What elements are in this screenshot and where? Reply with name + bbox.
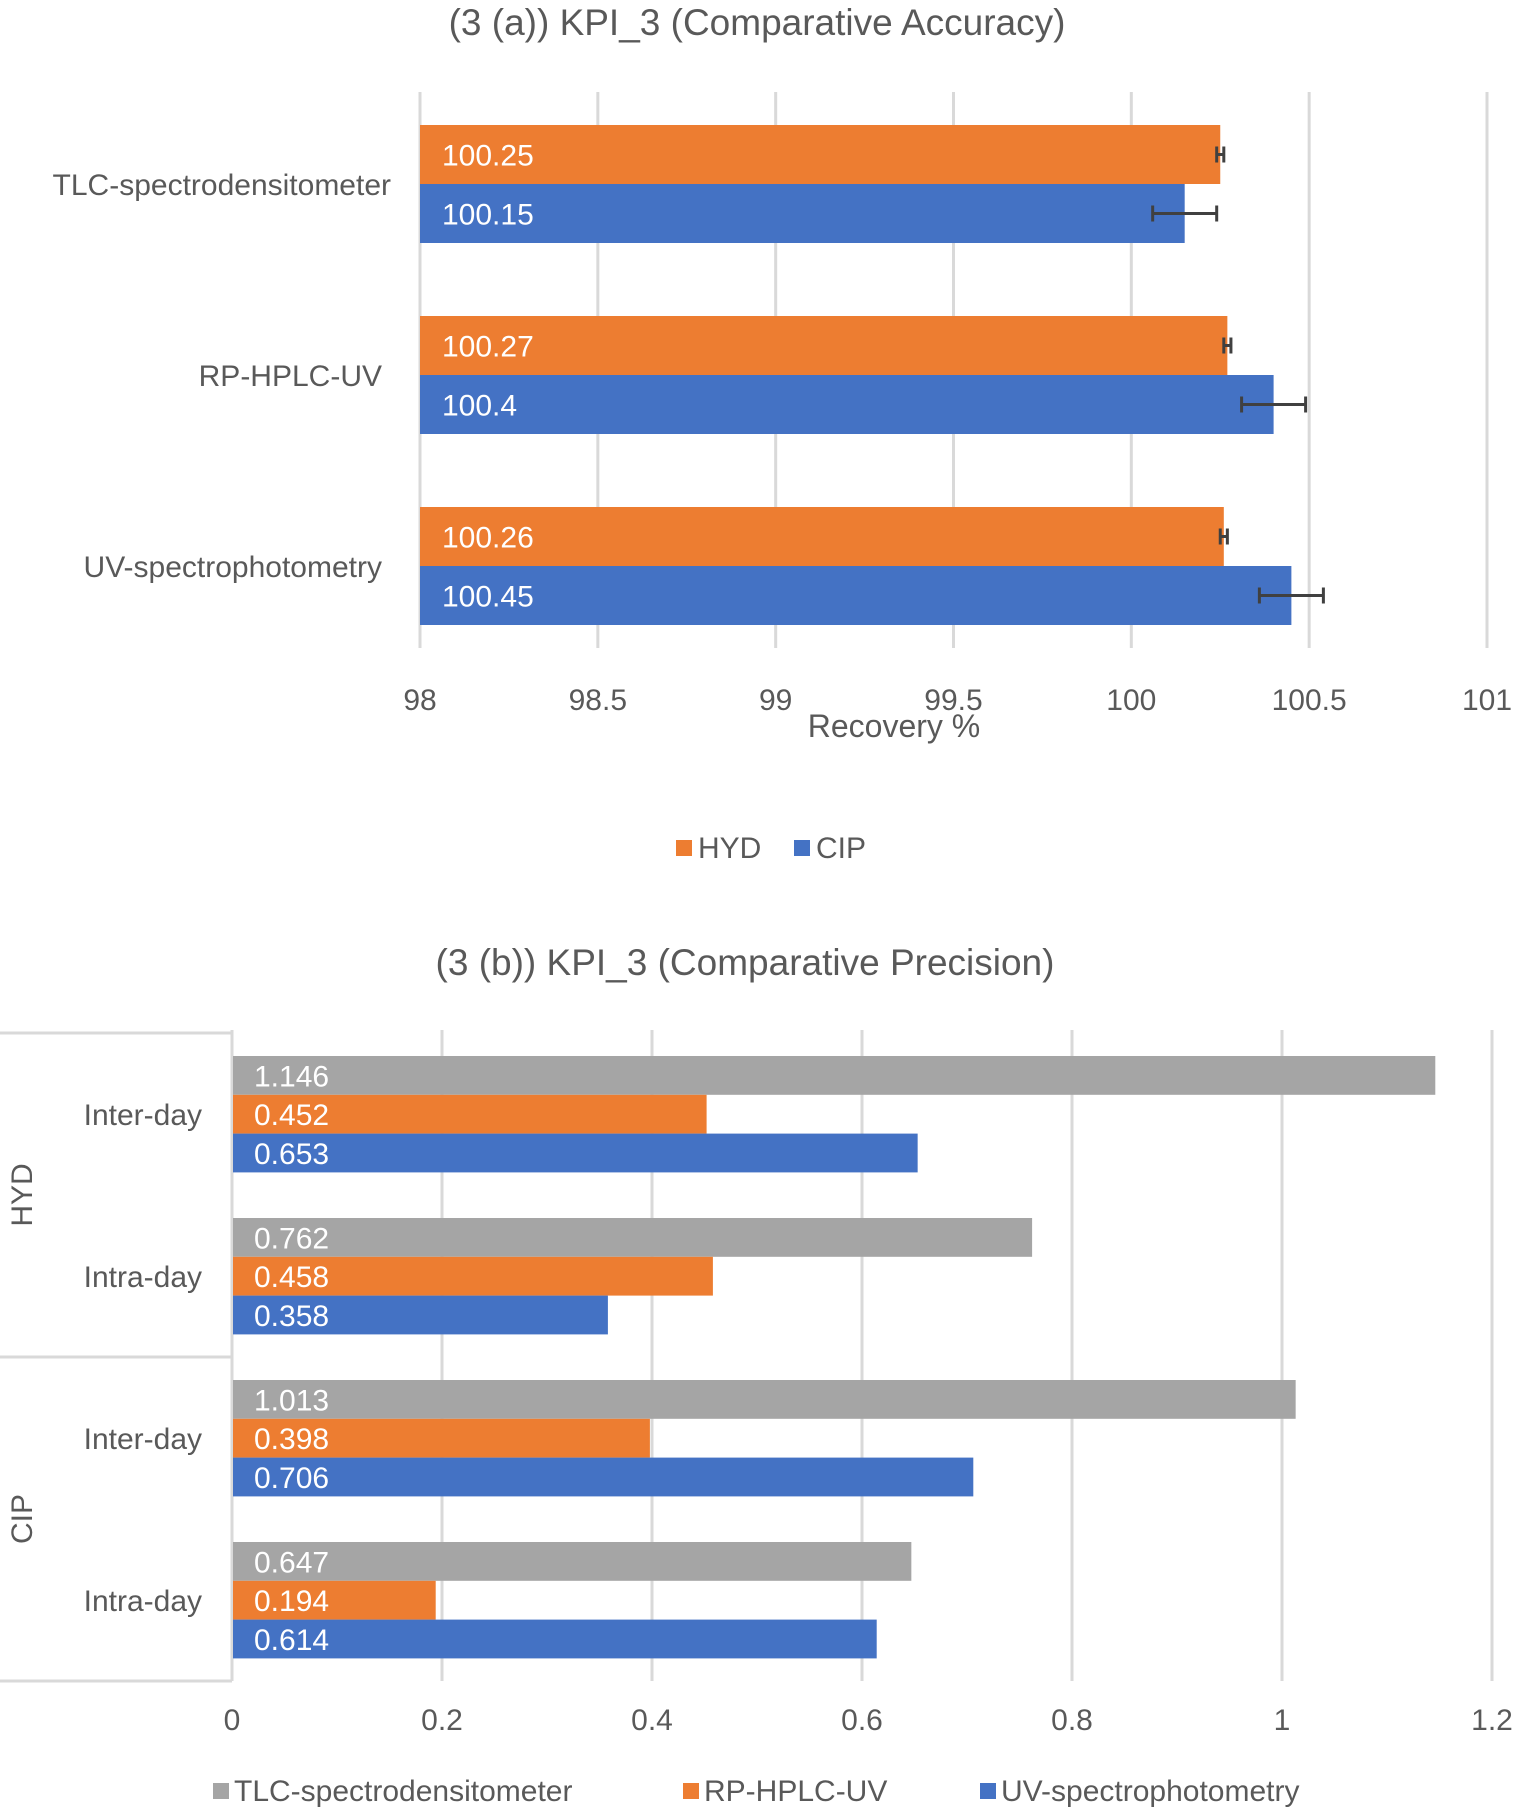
error-bar bbox=[1240, 396, 1308, 413]
category-label: Intra-day bbox=[84, 1585, 202, 1618]
chart-b-gridlines bbox=[0, 1030, 1494, 1683]
data-label: 100.4 bbox=[442, 390, 517, 423]
data-label: 100.15 bbox=[442, 199, 534, 232]
bar-series-1 bbox=[233, 1094, 707, 1134]
x-tick-label: 99.5 bbox=[924, 684, 982, 717]
legend-label: UV-spectrophotometry bbox=[1001, 1775, 1299, 1808]
x-tick-label: 99 bbox=[759, 684, 792, 717]
bar-hyd bbox=[420, 316, 1228, 375]
x-tick-label: 0.4 bbox=[631, 1704, 673, 1737]
data-label: 0.194 bbox=[254, 1585, 329, 1618]
x-tick-label: 98.5 bbox=[569, 684, 627, 717]
x-tick-label: 0.6 bbox=[841, 1704, 883, 1737]
bar-cip bbox=[420, 375, 1274, 434]
data-label: 100.26 bbox=[442, 522, 534, 555]
error-bar bbox=[1257, 587, 1325, 604]
legend-label: HYD bbox=[698, 832, 761, 865]
chart-b-title: (3 (b)) KPI_3 (Comparative Precision) bbox=[436, 942, 1055, 983]
bar-series-2 bbox=[233, 1133, 918, 1173]
legend-label: TLC-spectrodensitometer bbox=[234, 1775, 572, 1808]
legend-swatch-hyd bbox=[676, 840, 692, 856]
x-tick-label: 100.5 bbox=[1272, 684, 1347, 717]
x-tick-label: 0.2 bbox=[421, 1704, 463, 1737]
chart-a-bars: 100.25 100.15 100.27 100.4 100.26 100.45 bbox=[420, 125, 1325, 625]
chart-a-x-axis-title: Recovery % bbox=[808, 708, 981, 744]
group-label: HYD bbox=[6, 1163, 39, 1226]
error-bar bbox=[1222, 337, 1233, 354]
x-tick-label: 101 bbox=[1462, 684, 1512, 717]
bar-series-0 bbox=[233, 1542, 912, 1581]
chart-a-legend: HYD CIP bbox=[676, 832, 866, 865]
data-label: 1.146 bbox=[254, 1060, 329, 1093]
data-label: 100.27 bbox=[442, 331, 534, 364]
bar-series-1 bbox=[233, 1580, 436, 1620]
data-label: 0.706 bbox=[254, 1462, 329, 1495]
chart-b-tick-labels: 0 0.2 0.4 0.6 0.8 1 1.2 bbox=[224, 1704, 1513, 1737]
data-label: 100.45 bbox=[442, 581, 534, 614]
legend-swatch bbox=[213, 1783, 229, 1799]
legend-label: RP-HPLC-UV bbox=[704, 1775, 887, 1808]
bar-series-0 bbox=[233, 1218, 1033, 1257]
category-label: Intra-day bbox=[84, 1261, 202, 1294]
bar-series-2 bbox=[233, 1295, 608, 1335]
legend-swatch bbox=[683, 1783, 699, 1799]
data-label: 100.25 bbox=[442, 140, 534, 173]
chart-b-category-labels: HYD Inter-day Intra-day CIP Inter-day Intra-d… bbox=[6, 1099, 202, 1618]
legend-swatch-cip bbox=[794, 840, 810, 856]
chart-a-tick-labels: 98 98.5 99 99.5 100 100.5 101 bbox=[403, 684, 1512, 717]
category-label: Inter-day bbox=[84, 1099, 202, 1132]
chart-a-title: (3 (a)) KPI_3 (Comparative Accuracy) bbox=[449, 2, 1066, 43]
data-label: 1.013 bbox=[254, 1384, 329, 1417]
category-label: Inter-day bbox=[84, 1423, 202, 1456]
data-label: 0.614 bbox=[254, 1624, 329, 1657]
chart-a-category-labels: TLC-spectrodensitometer RP-HPLC-UV UV-spec… bbox=[53, 169, 391, 584]
data-label: 0.458 bbox=[254, 1261, 329, 1294]
category-label: TLC-spectrodensitometer bbox=[53, 169, 391, 202]
error-bar bbox=[1151, 205, 1219, 222]
bar-cip bbox=[420, 566, 1292, 625]
chart-b-bars: 1.146 0.452 0.653 0.762 0.458 0.358 1.013 0.398… bbox=[233, 1056, 1436, 1659]
data-label: 0.653 bbox=[254, 1138, 329, 1171]
data-label: 0.358 bbox=[254, 1300, 329, 1333]
x-tick-label: 0.8 bbox=[1051, 1704, 1093, 1737]
group-label: CIP bbox=[6, 1494, 39, 1544]
x-tick-label: 0 bbox=[224, 1704, 241, 1737]
x-tick-label: 1 bbox=[1274, 1704, 1291, 1737]
data-label: 0.647 bbox=[254, 1546, 329, 1579]
bar-series-2 bbox=[233, 1619, 877, 1659]
category-label: RP-HPLC-UV bbox=[199, 360, 382, 393]
legend-swatch bbox=[980, 1783, 996, 1799]
data-label: 0.452 bbox=[254, 1099, 329, 1132]
bar-series-1 bbox=[233, 1256, 713, 1296]
bar-series-0 bbox=[233, 1380, 1296, 1419]
bar-cip bbox=[420, 184, 1185, 243]
x-tick-label: 1.2 bbox=[1471, 1704, 1513, 1737]
chart-accuracy: (3 (a)) KPI_3 (Comparative Accuracy) 100… bbox=[53, 2, 1513, 865]
bar-hyd bbox=[420, 125, 1221, 184]
data-label: 0.762 bbox=[254, 1222, 329, 1255]
category-label: UV-spectrophotometry bbox=[84, 551, 382, 584]
chart-b-legend: TLC-spectrodensitometer RP-HPLC-UV UV-spec… bbox=[213, 1775, 1299, 1808]
chart-precision: (3 (b)) KPI_3 (Comparative Precision) 1.… bbox=[0, 942, 1513, 1808]
legend-label: CIP bbox=[816, 832, 866, 865]
error-bar bbox=[1218, 528, 1229, 545]
x-tick-label: 98 bbox=[403, 684, 436, 717]
data-label: 0.398 bbox=[254, 1423, 329, 1456]
bar-hyd bbox=[420, 507, 1224, 566]
bar-series-0 bbox=[233, 1056, 1436, 1095]
bar-series-1 bbox=[233, 1418, 650, 1458]
x-tick-label: 100 bbox=[1106, 684, 1156, 717]
bar-series-2 bbox=[233, 1457, 974, 1497]
error-bar bbox=[1215, 146, 1226, 163]
